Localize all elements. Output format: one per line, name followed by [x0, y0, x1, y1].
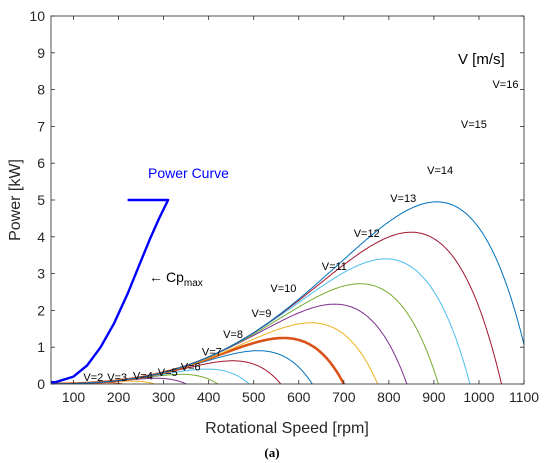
cp-max-label: Cp [166, 269, 184, 285]
series-label: V=12 [354, 228, 380, 240]
x-axis-label: Rotational Speed [rpm] [205, 420, 369, 437]
series-label: V=6 [181, 361, 201, 373]
y-tick-label: 6 [37, 155, 45, 171]
series-label: V=9 [251, 308, 271, 320]
series-label: V=3 [107, 372, 127, 384]
curve-v-16 [53, 201, 524, 384]
x-tick-label: 500 [242, 389, 266, 405]
y-tick-label: 9 [37, 45, 45, 61]
y-tick-label: 2 [37, 302, 45, 318]
series-label: V=8 [223, 329, 243, 341]
series-label: V=7 [202, 346, 222, 358]
curve-v-13 [53, 283, 439, 384]
y-tick-label: 4 [37, 229, 45, 245]
y-tick-label: 8 [37, 82, 45, 98]
series-label: V=16 [492, 79, 518, 91]
cp-max-arrow: ← [149, 269, 163, 285]
x-tick-label: 900 [422, 389, 446, 405]
series-label: V=13 [390, 193, 416, 205]
y-tick-label: 0 [37, 376, 45, 392]
tick-layer: 100 200 300 400 500 600 700 800 900 1000 1100 0 1 2 3 4… [29, 8, 539, 405]
x-tick-label: 200 [107, 389, 131, 405]
y-tick-label: 7 [37, 118, 45, 134]
plot-frame [50, 15, 525, 385]
x-tick-label: 800 [377, 389, 401, 405]
series-label: V=4 [133, 371, 153, 383]
cp-max-annotation: ← Cpmax [149, 269, 203, 289]
x-tick-label: 400 [197, 389, 221, 405]
x-tick-label: 1000 [463, 389, 494, 405]
series-label: V=2 [83, 372, 103, 384]
y-tick-label: 10 [29, 8, 45, 24]
series-label-layer: V=2 V=3 V=4 V=5 V=6V=7V=8 V=9 V=10 V=11 V=12 V=13… [83, 79, 518, 384]
y-tick-label: 1 [37, 339, 45, 355]
series-label: V=11 [322, 261, 347, 273]
power-curve-label: Power Curve [148, 165, 229, 181]
x-tick-label: 700 [332, 389, 356, 405]
x-tick-label: 600 [287, 389, 311, 405]
series-label: V=5 [158, 367, 178, 379]
power-curve-line [55, 198, 170, 384]
series-label: V=14 [427, 165, 453, 177]
figure-caption: (a) [264, 445, 279, 460]
y-tick-label: 3 [37, 266, 45, 282]
series-label: V=10 [270, 283, 296, 295]
cp-max-subscript: max [184, 278, 203, 289]
x-tick-label: 1100 [509, 389, 539, 405]
x-tick-label: 300 [152, 389, 176, 405]
x-tick-label: 100 [62, 389, 86, 405]
series-label: V=15 [461, 119, 487, 131]
y-tick-label: 5 [37, 192, 45, 208]
legend-title: V [m/s] [458, 51, 505, 68]
y-axis-label: Power [kW] [7, 159, 24, 241]
curve-layer [51, 198, 524, 384]
